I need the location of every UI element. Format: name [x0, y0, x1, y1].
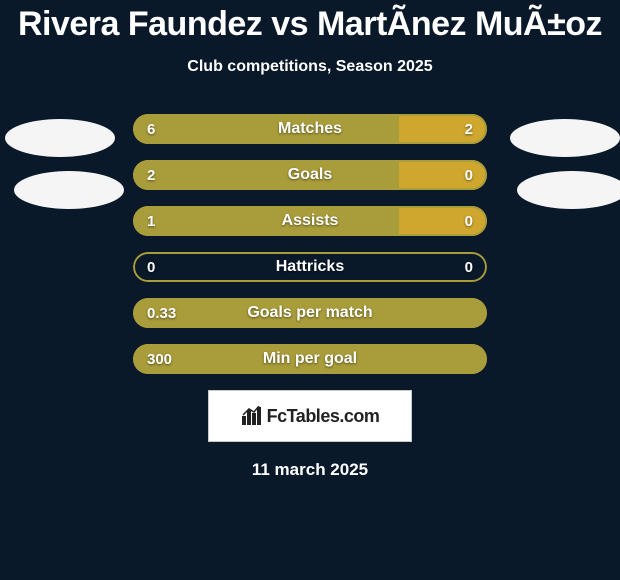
stat-bar-label: Matches [133, 114, 487, 144]
stat-bar: Goals per match0.33 [133, 298, 487, 328]
stat-bar-label: Assists [133, 206, 487, 236]
stat-bar: Hattricks0 0 [133, 252, 487, 282]
player-right-avatar-2 [517, 171, 620, 209]
stat-bar-label: Hattricks [133, 252, 487, 282]
stat-bar-label: Goals [133, 160, 487, 190]
player-left-avatar-2 [14, 171, 124, 209]
stat-bar-left-value: 300 [147, 344, 172, 374]
stat-bar-right-value: 0 [465, 252, 473, 282]
brand-text: FcTables.com [267, 406, 380, 427]
brand-box: FcTables.com [208, 390, 412, 442]
bar-chart-icon [241, 406, 263, 426]
comparison-bars: Matches62Goals20Assists10Hattricks00Goal… [133, 114, 487, 374]
stat-bar-label: Min per goal [133, 344, 487, 374]
stat-bar-right-value: 0 [465, 160, 473, 190]
page-title: Rivera Faundez vs MartÃ­nez MuÃ±oz [0, 0, 620, 44]
player-right-avatar-1 [510, 119, 620, 157]
stat-bar: Goals2 0 [133, 160, 487, 190]
stat-bar-left-value: 6 [147, 114, 155, 144]
subtitle: Club competitions, Season 2025 [0, 58, 620, 76]
stat-bar: Matches6 2 [133, 114, 487, 144]
stat-bar-left-value: 0.33 [147, 298, 176, 328]
player-left-avatar-1 [5, 119, 115, 157]
footer-date: 11 march 2025 [0, 460, 620, 480]
stat-bar-right-value: 2 [465, 114, 473, 144]
stat-bar-left-value: 0 [147, 252, 155, 282]
stat-bar: Assists1 0 [133, 206, 487, 236]
stat-bar-right-value: 0 [465, 206, 473, 236]
stat-bar-left-value: 2 [147, 160, 155, 190]
stat-bar-label: Goals per match [133, 298, 487, 328]
stat-bar-left-value: 1 [147, 206, 155, 236]
stat-bar: Min per goal300 [133, 344, 487, 374]
